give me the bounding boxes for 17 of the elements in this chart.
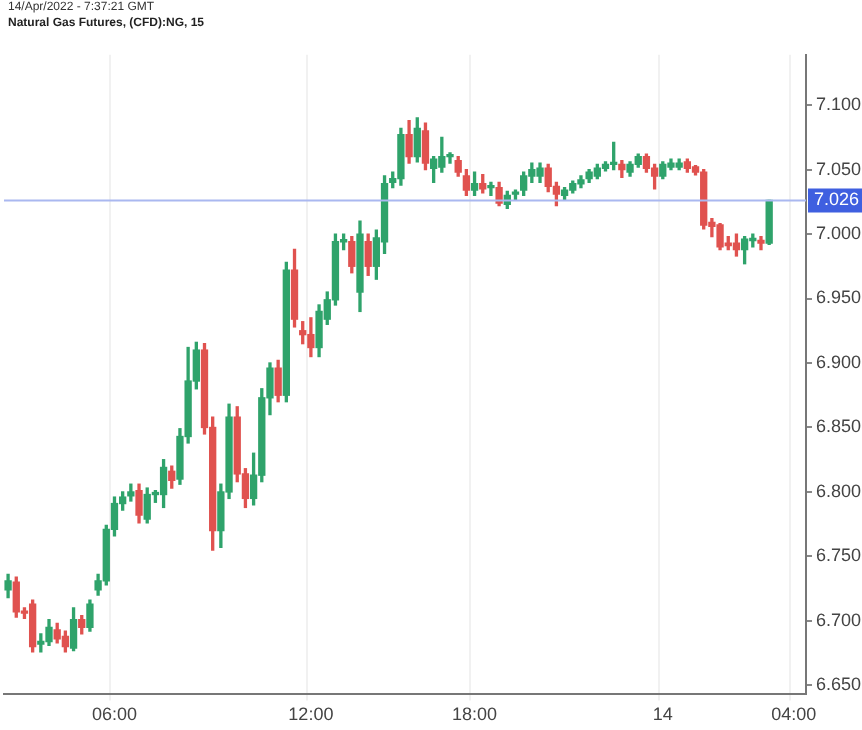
x-tick-label: 04:00 — [771, 704, 817, 725]
y-tick-label: 7.100 — [816, 94, 862, 115]
x-tick-label: 06:00 — [91, 704, 138, 725]
y-tick-label: 7.050 — [816, 158, 862, 179]
y-tick-label: 6.800 — [816, 480, 862, 501]
y-tick-label: 7.000 — [816, 223, 862, 244]
y-tick-label: 6.950 — [816, 287, 862, 308]
y-tick-label: 6.850 — [816, 416, 862, 437]
x-tick-label: 18:00 — [452, 704, 498, 725]
y-tick-label: 6.650 — [816, 674, 862, 695]
x-tick-label: 14 — [652, 704, 673, 725]
y-tick-label: 6.700 — [816, 609, 862, 630]
ref-line-label: 7.026 — [814, 189, 860, 210]
x-tick-label: 12:00 — [288, 704, 334, 725]
candlestick — [487, 181, 495, 197]
y-tick-label: 6.750 — [816, 545, 862, 566]
y-tick-label: 6.900 — [816, 351, 862, 372]
